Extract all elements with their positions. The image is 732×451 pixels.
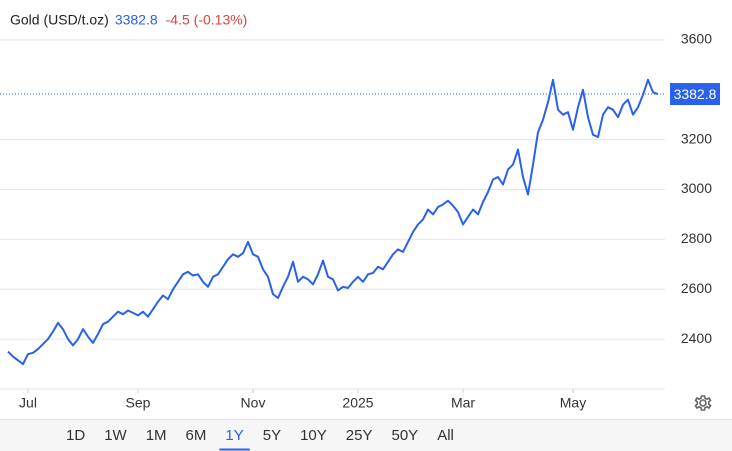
chart-title: Gold (USD/t.oz) (10, 12, 109, 28)
x-tick-label: 2025 (342, 395, 373, 411)
y-tick-label: 2800 (681, 230, 712, 246)
x-tick-label: Nov (241, 395, 266, 411)
range-button[interactable]: 50Y (392, 427, 419, 444)
last-price-label: 3382.8 (674, 86, 717, 102)
x-tick-label: Jul (19, 395, 37, 411)
y-tick-label: 3200 (681, 130, 712, 146)
price-change: -4.5 (-0.13%) (166, 12, 248, 28)
settings-icon[interactable] (694, 395, 712, 411)
x-tick-label: Mar (451, 395, 475, 411)
range-button[interactable]: 1D (66, 427, 85, 444)
y-tick-label: 3600 (681, 31, 712, 47)
range-button[interactable]: 10Y (300, 427, 327, 444)
y-tick-label: 2600 (681, 280, 712, 296)
range-button[interactable]: 6M (186, 427, 207, 444)
y-tick-label: 2400 (681, 330, 712, 346)
range-bar (0, 420, 732, 451)
x-tick-label: Sep (126, 395, 151, 411)
x-tick-label: May (560, 395, 586, 411)
range-button[interactable]: 5Y (263, 427, 281, 444)
range-button[interactable]: 25Y (346, 427, 373, 444)
range-button[interactable]: 1Y (225, 427, 243, 444)
y-tick-label: 3000 (681, 180, 712, 196)
range-button[interactable]: 1M (146, 427, 167, 444)
price-line (7, 78, 659, 366)
price: 3382.8 (115, 12, 158, 28)
last-price-box (670, 83, 720, 106)
range-button[interactable]: 1W (104, 427, 127, 444)
range-button[interactable]: All (437, 427, 454, 444)
